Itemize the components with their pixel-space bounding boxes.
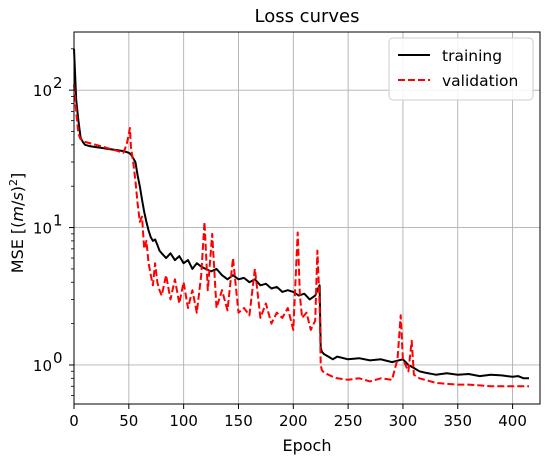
y-axis-label: MSE [(m/s)2] xyxy=(7,173,27,273)
series-line-validation xyxy=(73,84,529,388)
chart-title: Loss curves xyxy=(254,6,359,27)
y-tick-exponent: 2 xyxy=(53,74,63,92)
series-layer xyxy=(73,48,529,388)
y-tick-label: 10 xyxy=(33,82,52,100)
x-tick-label: 0 xyxy=(69,412,79,430)
y-tick-exponent: 1 xyxy=(53,212,63,230)
x-tick-label: 350 xyxy=(443,412,472,430)
legend-label-training: training xyxy=(442,47,502,65)
x-tick-label: 250 xyxy=(334,412,363,430)
legend: training validation xyxy=(388,37,534,101)
x-tick-label: 100 xyxy=(169,412,198,430)
legend-label-validation: validation xyxy=(442,72,518,90)
y-tick-exponent: 0 xyxy=(53,349,63,367)
legend-box xyxy=(388,37,534,101)
x-tick-label: 50 xyxy=(119,412,138,430)
x-tick-label: 300 xyxy=(389,412,418,430)
x-tick-label: 400 xyxy=(498,412,527,430)
x-tick-label: 150 xyxy=(224,412,253,430)
plot-frame xyxy=(73,31,541,405)
x-axis-label: Epoch xyxy=(283,436,332,455)
y-tick-label: 10 xyxy=(33,357,52,375)
x-tick-label: 200 xyxy=(279,412,308,430)
series-line-training xyxy=(73,48,529,380)
x-axis: 0 50 100 150 200 250 300 350 400 xyxy=(69,404,527,430)
y-tick-label: 10 xyxy=(33,220,52,238)
